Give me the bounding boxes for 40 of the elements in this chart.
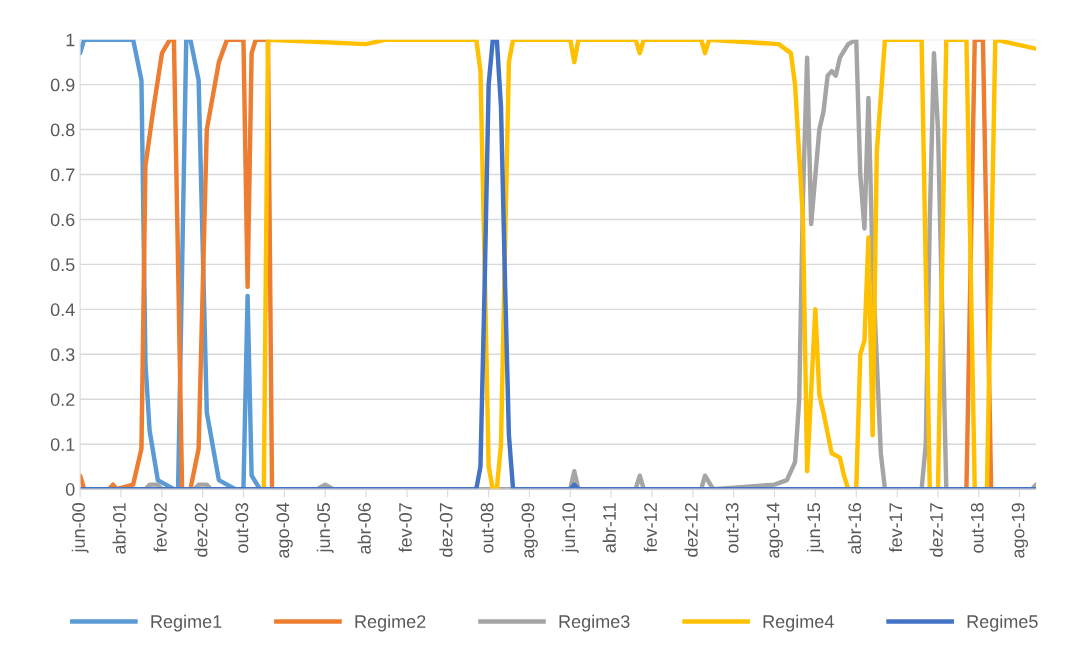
x-tick-label: dez-02 — [194, 503, 208, 557]
x-tick-label: jun-10 — [561, 503, 579, 553]
y-tick-label: 0.5 — [50, 258, 75, 272]
x-tick-label: abr-01 — [112, 503, 126, 554]
y-tick-label: 0.2 — [50, 393, 75, 406]
x-tick-label: jun-05 — [316, 503, 334, 553]
y-tick-label: 0.1 — [50, 438, 75, 451]
x-tick-label: abr-06 — [357, 503, 371, 554]
x-tick-label: dez-17 — [929, 503, 943, 557]
x-tick-label: fev-12 — [643, 503, 657, 553]
y-tick-label: 1 — [66, 33, 75, 47]
legend-label: Regime3 — [559, 614, 630, 632]
y-tick-label: 0 — [65, 483, 75, 496]
y-tick-label: 0.9 — [50, 78, 75, 92]
x-tick-label: out-18 — [970, 503, 984, 553]
legend-label: Regime4 — [763, 614, 834, 632]
x-tick-label: dez-12 — [684, 503, 698, 557]
y-tick-label: 0.3 — [50, 348, 75, 362]
x-tick-label: jun-15 — [806, 503, 824, 553]
legend-label: Regime1 — [151, 614, 222, 632]
x-tick-label: dez-07 — [439, 503, 453, 557]
legend-label: Regime2 — [355, 614, 426, 632]
x-tick-label: ago-04 — [276, 502, 293, 558]
x-tick-label: ago-19 — [1011, 503, 1028, 558]
legend-label: Regime5 — [967, 614, 1038, 632]
y-tick-label: 0.4 — [50, 303, 75, 317]
x-tick-label: fev-17 — [888, 503, 903, 553]
x-tick-label: out-13 — [725, 503, 739, 553]
y-tick-label: 0.8 — [50, 123, 75, 137]
x-tick-label: out-03 — [235, 503, 249, 553]
x-tick-label: abr-11 — [602, 503, 616, 553]
x-tick-label: jun-00 — [71, 503, 89, 553]
x-tick-label: out-08 — [480, 503, 494, 553]
x-tick-label: fev-07 — [398, 503, 412, 553]
x-tick-label: abr-16 — [847, 503, 862, 554]
x-tick-label: fev-02 — [153, 503, 167, 553]
x-tick-label: ago-09 — [521, 503, 538, 558]
y-tick-label: 0.6 — [50, 213, 75, 227]
x-tick-label: ago-14 — [766, 502, 783, 558]
y-tick-label: 0.7 — [50, 168, 75, 182]
